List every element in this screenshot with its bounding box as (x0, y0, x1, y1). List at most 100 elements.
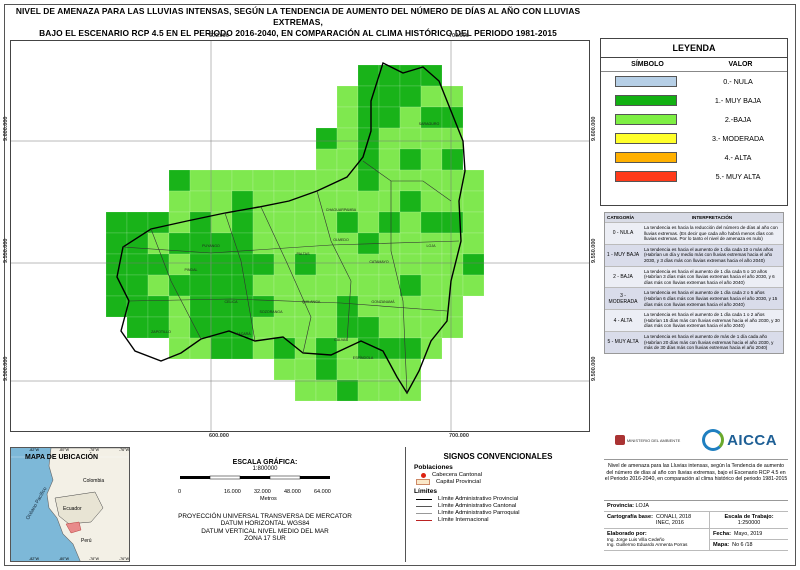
threat-cell (189, 295, 212, 318)
threat-cell (189, 274, 212, 297)
threat-cell (462, 211, 485, 234)
threat-cell (252, 190, 275, 213)
lim-cant-icon (416, 505, 432, 507)
threat-cell (399, 85, 422, 108)
threat-cell (231, 169, 254, 192)
threat-cell (105, 274, 128, 297)
threat-cell (336, 106, 359, 129)
interp-row: 3 - MODERADA La tendencia es hacia el aum… (605, 287, 783, 310)
threat-cell (357, 253, 380, 276)
threat-cell (336, 274, 359, 297)
threat-cell (294, 253, 317, 276)
threat-cell (252, 211, 275, 234)
threat-cell (336, 358, 359, 381)
threat-cell (252, 253, 275, 276)
logos: MINISTERIO DEL AMBIENTE AICCA (604, 421, 788, 459)
threat-cell (441, 316, 464, 339)
threat-cell (357, 274, 380, 297)
threat-cell (147, 274, 170, 297)
cantonal-boundary (128, 298, 448, 312)
bottom-strip: MAPA DE UBICACIÓN Colombia Ecuador Perú … (10, 447, 590, 562)
threat-cell (147, 253, 170, 276)
projection-line-3: DATUM VERTICAL NIVEL MEDIO DEL MAR (201, 527, 329, 535)
canton-label: PUYANGO (202, 244, 220, 248)
threat-cell (273, 274, 296, 297)
cartografia-label: Cartografía base: (607, 514, 654, 520)
threat-cell (294, 274, 317, 297)
threat-cell (252, 316, 275, 339)
threat-cell (399, 274, 422, 297)
legend-item: 5.- MUY ALTA (601, 167, 787, 186)
legend-col-symbol: SÍMBOLO (631, 61, 664, 68)
threat-cell (126, 316, 149, 339)
threat-cell (462, 253, 485, 276)
threat-cell (315, 379, 338, 402)
loc-top-tick-4: -76°W (118, 448, 129, 452)
threat-cell (126, 253, 149, 276)
loc-bottom-tick-2: -80°W (58, 557, 70, 561)
elaborado-name-1: Ing. Jorge Luis Villa Cedeño (607, 537, 665, 542)
threat-cell (315, 169, 338, 192)
signos-capital: Capital Provincial (436, 479, 481, 485)
threat-cell (420, 316, 443, 339)
threat-cell (357, 85, 380, 108)
threat-cell (273, 337, 296, 360)
threat-cell (315, 358, 338, 381)
threat-cell (441, 127, 464, 150)
interp-category: 1 - MUY BAJA (606, 252, 640, 259)
threat-cell (231, 253, 254, 276)
threat-cell (273, 358, 296, 381)
provincia-value: LOJA (635, 503, 650, 509)
threat-cell (189, 211, 212, 234)
canton-label: CHAGUARPAMBA (326, 208, 357, 212)
map-canvas: SARAGURO LOJA CATAMAYO GONZANAMÁ CALVAS PALTA… (11, 41, 589, 431)
scale-bar: ESCALA GRÁFICA: 1:800000 0 16.000 32.000… (140, 459, 390, 503)
threat-cell (378, 127, 401, 150)
interp-text: La tendencia es hacia la reducción del n… (644, 225, 778, 242)
threat-cell (357, 64, 380, 87)
threat-cell (420, 169, 443, 192)
threat-cell (336, 232, 359, 255)
coord-left-1: 9.600.000 (3, 116, 9, 141)
threat-cell (420, 274, 443, 297)
legend-header: LEYENDA (601, 39, 787, 58)
location-map[interactable]: MAPA DE UBICACIÓN Colombia Ecuador Perú … (10, 447, 130, 562)
legend: LEYENDA SÍMBOLO VALOR 0.- NULA 1.- MUY BA… (600, 38, 788, 206)
signos-lim-prov: Límite Administrativo Provincial (438, 496, 519, 502)
threat-cell (315, 127, 338, 150)
cantonal-boundary (362, 160, 452, 202)
signos-lim-int: Límite Internacional (438, 517, 489, 523)
info-block: Provincia: LOJA Cartografía base: CONALI… (604, 500, 788, 551)
loc-bottom-tick-1: -82°W (29, 557, 40, 561)
coord-top-1: 600.000 (209, 33, 229, 39)
threat-cell (189, 190, 212, 213)
threat-cell (294, 190, 317, 213)
threat-cell (441, 106, 464, 129)
legend-swatch (615, 133, 677, 144)
canton-label: PINDAL (185, 268, 198, 272)
map-description: Nivel de amenaza para las Lluvias intens… (604, 459, 788, 483)
legend-swatch (615, 95, 677, 106)
legend-swatch (615, 152, 677, 163)
threat-cell (357, 379, 380, 402)
threat-cell (399, 232, 422, 255)
cantonal-boundary (150, 228, 202, 340)
threat-cell (273, 316, 296, 339)
interp-row: 1 - MUY BAJA La tendencia es hacia el aum… (605, 243, 783, 266)
threat-cell (399, 211, 422, 234)
threat-cell (126, 211, 149, 234)
threat-cell (315, 316, 338, 339)
threat-cell (336, 253, 359, 276)
threat-cell (147, 316, 170, 339)
aicca-icon (702, 429, 725, 451)
threat-cell (315, 148, 338, 171)
threat-cell (420, 85, 443, 108)
threat-cell (420, 295, 443, 318)
interp-category: 3 - MODERADA (608, 292, 638, 305)
interp-category: 5 - MUY ALTA (607, 339, 639, 346)
main-map[interactable]: SARAGURO LOJA CATAMAYO GONZANAMÁ CALVAS PALTA… (3, 33, 597, 439)
threat-cell (462, 190, 485, 213)
threat-cell (294, 211, 317, 234)
mapa-label: Mapa: (713, 542, 730, 548)
fecha-value: Mayo, 2019 (734, 531, 763, 537)
